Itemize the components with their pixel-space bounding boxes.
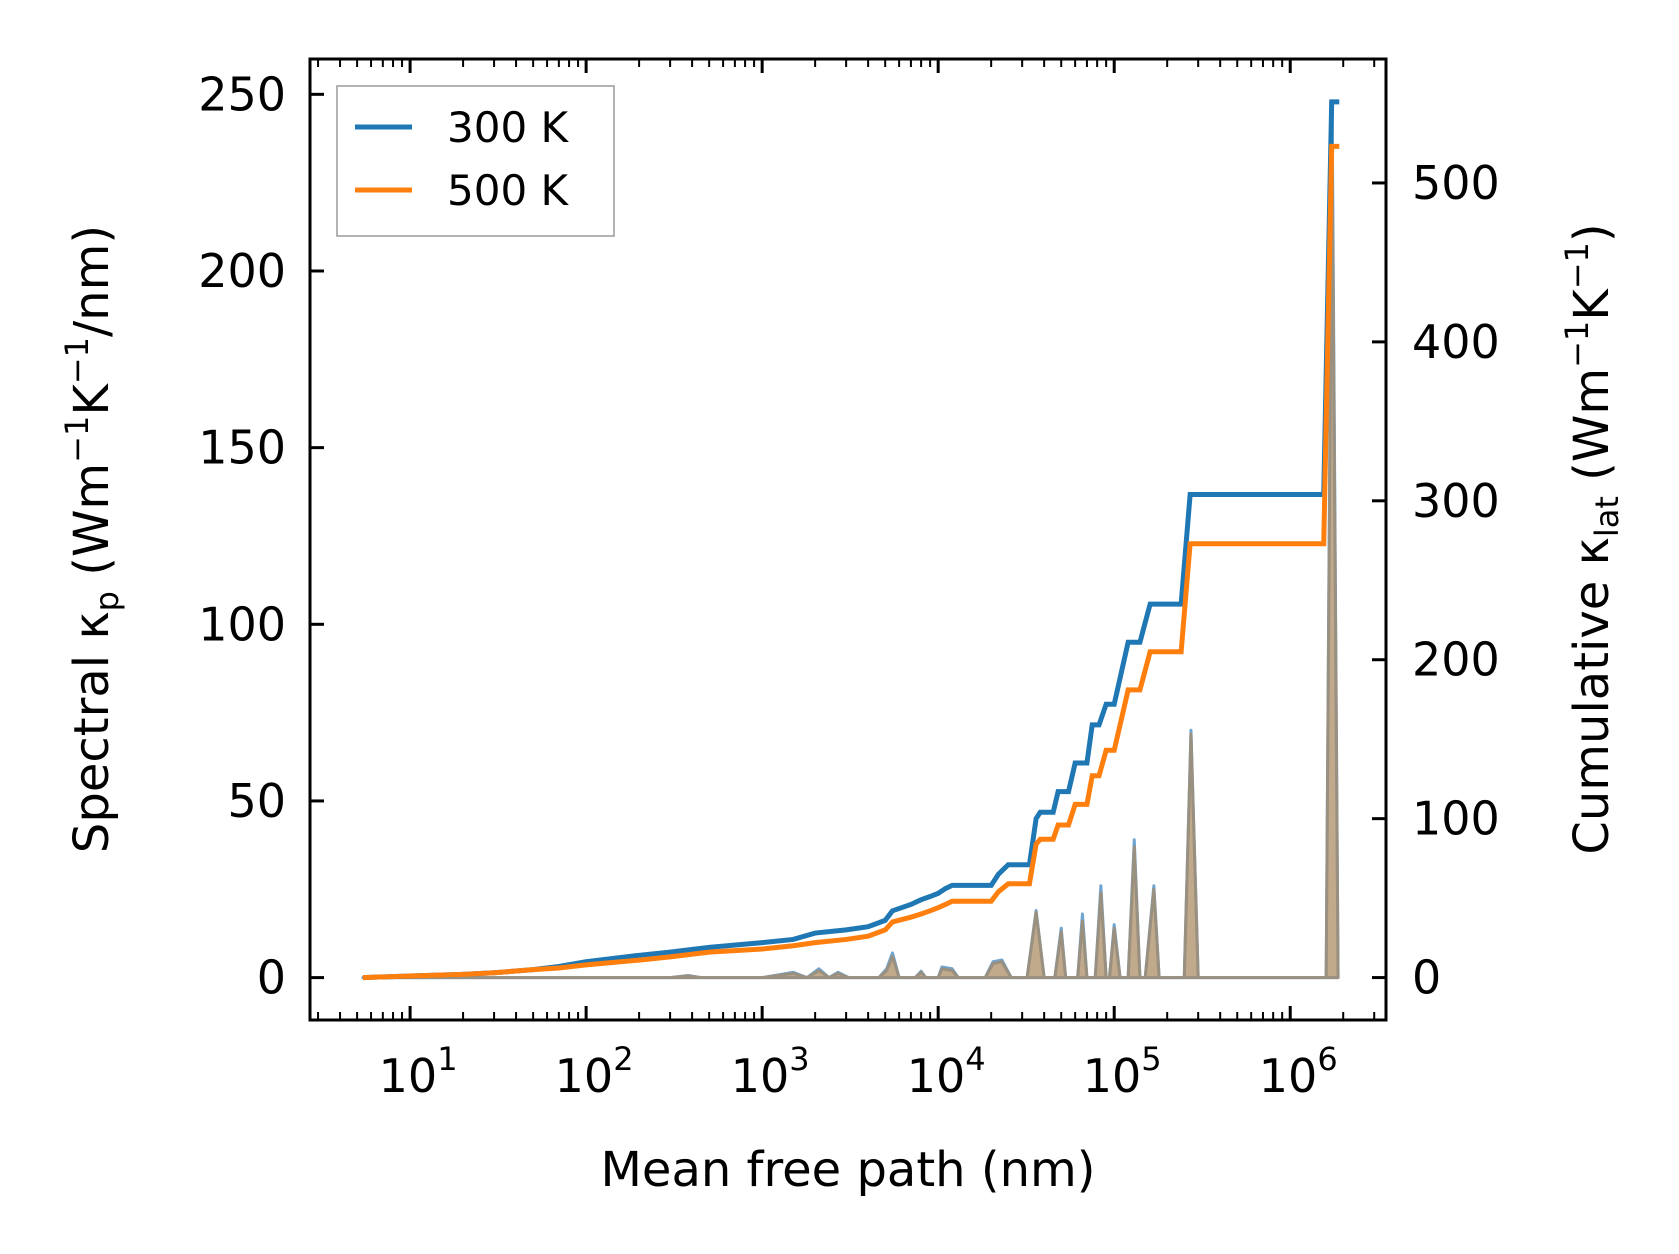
spectral-area-layer (361, 99, 1340, 980)
left-ytick-label-250: 250 (198, 67, 286, 121)
cumulative-lines-layer (362, 99, 1340, 981)
left-ytick-label-0: 0 (257, 951, 286, 1005)
right-y-axis-label: Cumulative κlat (Wm−1K−1) (1558, 223, 1626, 854)
plot-frame (308, 57, 1388, 1022)
legend-label-300k: 300 K (447, 103, 570, 152)
x-tick-labels: 101 102 103 104 105 106 (379, 1040, 1338, 1103)
cumulative-line-500k (362, 143, 1340, 981)
right-ytick-label-200: 200 (1412, 633, 1500, 687)
legend-box (336, 85, 615, 237)
xtick-label-10-5: 105 (1083, 1040, 1162, 1103)
right-y-tick-labels: 0 100 200 300 400 500 (1412, 156, 1500, 1005)
right-ytick-label-0: 0 (1412, 951, 1441, 1005)
xtick-label-10-3: 103 (731, 1040, 810, 1103)
left-ytick-label-200: 200 (198, 244, 286, 298)
right-ytick-label-100: 100 (1412, 792, 1500, 846)
xtick-label-10-1: 101 (379, 1040, 458, 1103)
left-ytick-label-150: 150 (198, 421, 286, 475)
xtick-label-10-6: 106 (1259, 1040, 1338, 1103)
legend: 300 K 500 K (336, 85, 615, 237)
spectral-area-500k (361, 145, 1340, 980)
left-ytick-label-50: 50 (227, 774, 286, 828)
x-axis-label: Mean free path (nm) (601, 1142, 1096, 1198)
cumulative-line-300k (362, 99, 1340, 981)
right-ytick-label-500: 500 (1412, 156, 1500, 210)
xtick-label-10-2: 102 (555, 1040, 634, 1103)
right-ytick-label-400: 400 (1412, 315, 1500, 369)
left-y-axis-label: Spectral κp (Wm−1K−1/nm) (58, 225, 126, 853)
left-y-tick-labels: 0 50 100 150 200 250 (198, 67, 286, 1004)
xtick-label-10-4: 104 (907, 1040, 986, 1103)
right-ytick-label-300: 300 (1412, 474, 1500, 528)
legend-label-500k: 500 K (447, 166, 570, 215)
left-ytick-label-100: 100 (198, 597, 286, 651)
